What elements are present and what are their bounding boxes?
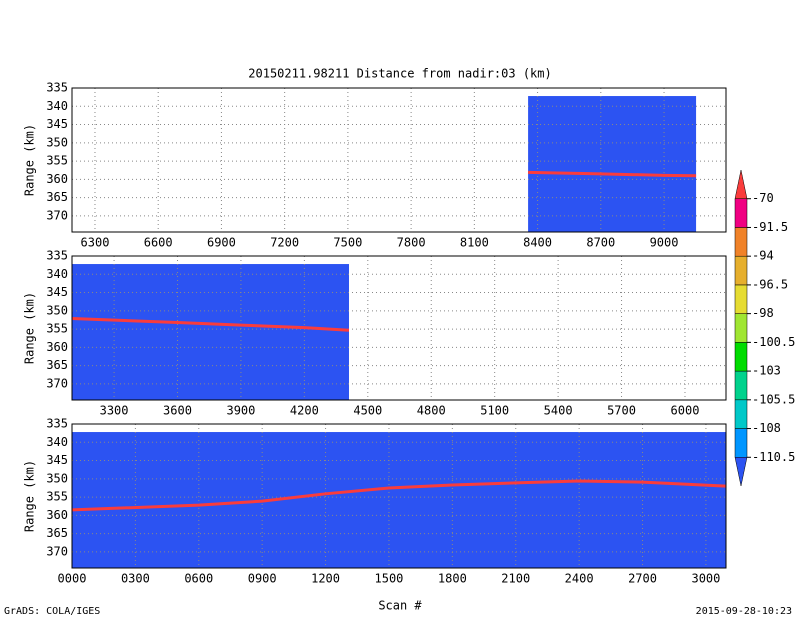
x-tick-label: 3900 (226, 404, 255, 418)
x-tick-label: 7800 (397, 236, 426, 250)
plot-frame (71, 87, 727, 233)
y-tick-label: 350 (46, 471, 68, 485)
x-tick-label: 0300 (121, 572, 150, 586)
surface-echo (71, 479, 727, 512)
plot-frame (71, 255, 727, 401)
colorbar-swatch (734, 428, 748, 458)
x-tick-label: 3300 (100, 404, 129, 418)
x-tick-label: 0600 (184, 572, 213, 586)
y-tick-label: 360 (46, 172, 68, 186)
y-tick-label: 360 (46, 508, 68, 522)
x-axis-label: Scan # (378, 599, 422, 613)
data-field (72, 432, 726, 568)
x-tick-label: 1200 (311, 572, 340, 586)
y-tick-label: 365 (46, 358, 68, 372)
y-tick-label: 350 (46, 135, 68, 149)
data-field (72, 264, 349, 400)
x-tick-label: 4200 (290, 404, 319, 418)
x-tick-label: 9000 (650, 236, 679, 250)
colorbar-label: -94 (752, 249, 774, 263)
x-tick-label: 1800 (438, 572, 467, 586)
y-tick-label: 345 (46, 453, 68, 467)
x-tick-label: 0900 (248, 572, 277, 586)
x-tick-label: 7500 (333, 236, 362, 250)
colorbar-swatch (734, 227, 748, 257)
footer-right: 2015-09-28-10:23 (696, 606, 792, 617)
colorbar-swatch (734, 342, 748, 372)
x-tick-label: 7200 (270, 236, 299, 250)
x-tick-label: 8400 (523, 236, 552, 250)
colorbar-label: -91.5 (752, 220, 788, 234)
y-tick-label: 355 (46, 322, 68, 336)
x-tick-label: 6900 (207, 236, 236, 250)
y-tick-label: 345 (46, 117, 68, 131)
y-tick-label: 355 (46, 154, 68, 168)
x-tick-label: 2400 (565, 572, 594, 586)
y-tick-label: 335 (46, 417, 68, 431)
x-tick-label: 6600 (144, 236, 173, 250)
x-tick-label: 8100 (460, 236, 489, 250)
y-tick-label: 370 (46, 208, 68, 222)
colorbar-swatch (734, 198, 748, 228)
chart-title: 20150211.98211 Distance from nadir:03 (k… (248, 67, 551, 81)
colorbar-label: -100.5 (752, 335, 795, 349)
x-tick-label: 4800 (417, 404, 446, 418)
surface-echo (528, 170, 697, 178)
plot-frame (71, 423, 727, 569)
x-tick-label: 6300 (81, 236, 110, 250)
colorbar-label: -103 (752, 364, 781, 378)
y-tick-label: 365 (46, 190, 68, 204)
y-tick-label: 335 (46, 81, 68, 95)
colorbar-swatch (734, 313, 748, 343)
y-tick-label: 340 (46, 435, 68, 449)
y-axis-label: Range (km) (23, 124, 37, 196)
y-tick-label: 340 (46, 267, 68, 281)
y-tick-label: 345 (46, 285, 68, 299)
y-axis-label: Range (km) (23, 292, 37, 364)
data-field (528, 96, 697, 232)
colorbar-label: -105.5 (752, 392, 795, 406)
y-tick-label: 370 (46, 544, 68, 558)
colorbar-label: -96.5 (752, 277, 788, 291)
surface-echo (71, 316, 350, 332)
colorbar-label: -70 (752, 191, 774, 205)
y-tick-label: 340 (46, 99, 68, 113)
x-tick-label: 8700 (586, 236, 615, 250)
colorbar-swatch (734, 284, 748, 314)
x-tick-label: 4500 (353, 404, 382, 418)
x-tick-label: 3600 (163, 404, 192, 418)
colorbar-label: -98 (752, 306, 774, 320)
x-tick-label: 6000 (671, 404, 700, 418)
y-axis-label: Range (km) (23, 460, 37, 532)
colorbar-swatch (734, 169, 748, 199)
y-tick-label: 370 (46, 376, 68, 390)
x-tick-label: 3000 (691, 572, 720, 586)
x-tick-label: 5100 (480, 404, 509, 418)
colorbar-label: -108 (752, 421, 781, 435)
y-tick-label: 360 (46, 340, 68, 354)
x-tick-label: 5400 (544, 404, 573, 418)
y-tick-label: 365 (46, 526, 68, 540)
footer-left: GrADS: COLA/IGES (4, 606, 100, 617)
y-tick-label: 350 (46, 303, 68, 317)
colorbar-swatch (734, 399, 748, 429)
colorbar-label: -110.5 (752, 450, 795, 464)
x-tick-label: 5700 (607, 404, 636, 418)
x-tick-label: 0000 (58, 572, 87, 586)
colorbar-swatch (734, 370, 748, 401)
colorbar-swatch (734, 255, 748, 286)
x-tick-label: 1500 (375, 572, 404, 586)
y-tick-label: 355 (46, 490, 68, 504)
y-tick-label: 335 (46, 249, 68, 263)
x-tick-label: 2700 (628, 572, 657, 586)
x-tick-label: 2100 (501, 572, 530, 586)
colorbar-swatch (734, 457, 748, 487)
